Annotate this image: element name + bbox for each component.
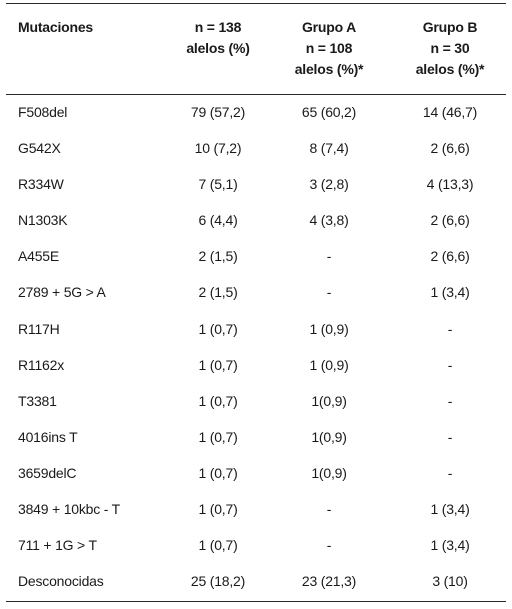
cell-grupo-b: 1 (3,4) [430,284,470,301]
table-row: N1303K 6 (4,4) 4 (3,8) 2 (6,6) [6,203,506,239]
cell-grupo-b: 2 (6,6) [430,212,470,229]
cell-total: 6 (4,4) [198,212,238,229]
table-row: T3381 1 (0,7) 1(0,9) - [6,384,506,420]
cell-mutation: T3381 [18,392,57,409]
cell-mutation: 711 + 1G > T [18,537,97,554]
cell-grupo-b: 1 (3,4) [430,537,470,554]
table-row: 3849 + 10kbc - T 1 (0,7) - 1 (3,4) [6,492,506,528]
table-row: 3659delC 1 (0,7) 1(0,9) - [6,456,506,492]
cell-grupo-b: - [447,356,453,373]
cell-grupo-a: - [326,537,332,554]
cell-total: 79 (57,2) [190,104,246,120]
cell-mutation: A455E [18,248,60,265]
cell-mutation: F508del [18,104,68,120]
header-grupo-a: Grupo A n = 108 alelos (%)* [274,17,384,80]
header-grupo-b: Grupo B n = 30 alelos (%)* [394,17,506,80]
cell-grupo-a: 3 (2,8) [309,176,349,193]
header-line: Mutaciones [18,19,94,35]
table-row: 2789 + 5G > A 2 (1,5) - 1 (3,4) [6,275,506,311]
cell-grupo-a: 23 (21,3) [301,573,357,590]
cell-grupo-b: 2 (6,6) [430,140,470,157]
cell-grupo-a: 8 (7,4) [309,140,349,157]
cell-mutation: 3849 + 10kbc - T [18,501,120,518]
cell-mutation: R117H [18,320,60,337]
table-row: 4016ins T 1 (0,7) 1(0,9) - [6,420,506,456]
table-top-rule [6,3,506,4]
cell-mutation: Desconocidas [18,573,104,590]
cell-total: 1 (0,7) [198,320,238,337]
cell-total: 2 (1,5) [198,248,238,265]
header-mutaciones: Mutaciones [18,17,93,38]
table-body: F508del 79 (57,2) 65 (60,2) 14 (46,7) G5… [6,95,506,600]
cell-total: 1 (0,7) [198,356,238,373]
cell-grupo-a: 4 (3,8) [309,212,349,229]
cell-grupo-a: 1 (0,9) [309,356,349,373]
cell-mutation: R334W [18,176,64,193]
cell-total: 25 (18,2) [190,573,246,590]
table-row: 711 + 1G > T 1 (0,7) - 1 (3,4) [6,528,506,564]
header-line: Grupo A [301,19,357,35]
cell-grupo-a: 1(0,9) [311,428,347,445]
cell-total: 1 (0,7) [198,464,238,481]
table-row: G542X 10 (7,2) 8 (7,4) 2 (6,6) [6,131,506,167]
cell-grupo-b: 4 (13,3) [426,176,474,193]
cell-grupo-b: - [447,464,453,481]
cell-grupo-b: 1 (3,4) [430,501,470,518]
cell-mutation: 4016ins T [18,428,78,445]
cell-total: 1 (0,7) [198,501,238,518]
cell-total: 7 (5,1) [198,176,238,193]
table-row: A455E 2 (1,5) - 2 (6,6) [6,239,506,275]
cell-grupo-b: 14 (46,7) [422,104,478,120]
cell-total: 1 (0,7) [198,392,238,409]
cell-grupo-b: 3 (10) [432,573,468,590]
table-bottom-rule [6,601,506,602]
cell-mutation: R1162x [18,356,65,373]
header-line: alelos (%)* [415,61,485,77]
table-row: Desconocidas 25 (18,2) 23 (21,3) 3 (10) [6,564,506,600]
table-header: Mutaciones n = 138 alelos (%) Grupo A n … [6,17,506,91]
cell-grupo-b: 2 (6,6) [430,248,470,265]
table-row: R1162x 1 (0,7) 1 (0,9) - [6,348,506,384]
cell-grupo-a: - [326,284,332,301]
cell-total: 10 (7,2) [194,140,242,157]
cell-grupo-b: - [447,392,453,409]
cell-mutation: N1303K [18,212,68,229]
header-line: alelos (%)* [294,61,364,77]
header-rule [6,94,506,95]
table-row: F508del 79 (57,2) 65 (60,2) 14 (46,7) [6,95,506,131]
cell-total: 1 (0,7) [198,537,238,554]
header-line: n = 108 [305,40,353,56]
cell-mutation: 2789 + 5G > A [18,284,106,301]
cell-grupo-a: 65 (60,2) [301,104,357,120]
header-total: n = 138 alelos (%) [168,17,268,59]
cell-grupo-a: 1 (0,9) [309,320,349,337]
cell-grupo-b: - [447,320,453,337]
cell-grupo-b: - [447,428,453,445]
table-row: R334W 7 (5,1) 3 (2,8) 4 (13,3) [6,167,506,203]
cell-total: 1 (0,7) [198,428,238,445]
cell-grupo-a: 1(0,9) [311,464,347,481]
cell-grupo-a: 1(0,9) [311,392,347,409]
header-line: n = 30 [430,40,470,56]
header-line: n = 138 [194,19,242,35]
cell-mutation: G542X [18,140,61,157]
cell-total: 2 (1,5) [198,284,238,301]
header-line: Grupo B [422,19,478,35]
cell-grupo-a: - [326,501,332,518]
cell-mutation: 3659delC [18,464,77,481]
header-line: alelos (%) [186,40,250,56]
cell-grupo-a: - [326,248,332,265]
table-row: R117H 1 (0,7) 1 (0,9) - [6,312,506,348]
